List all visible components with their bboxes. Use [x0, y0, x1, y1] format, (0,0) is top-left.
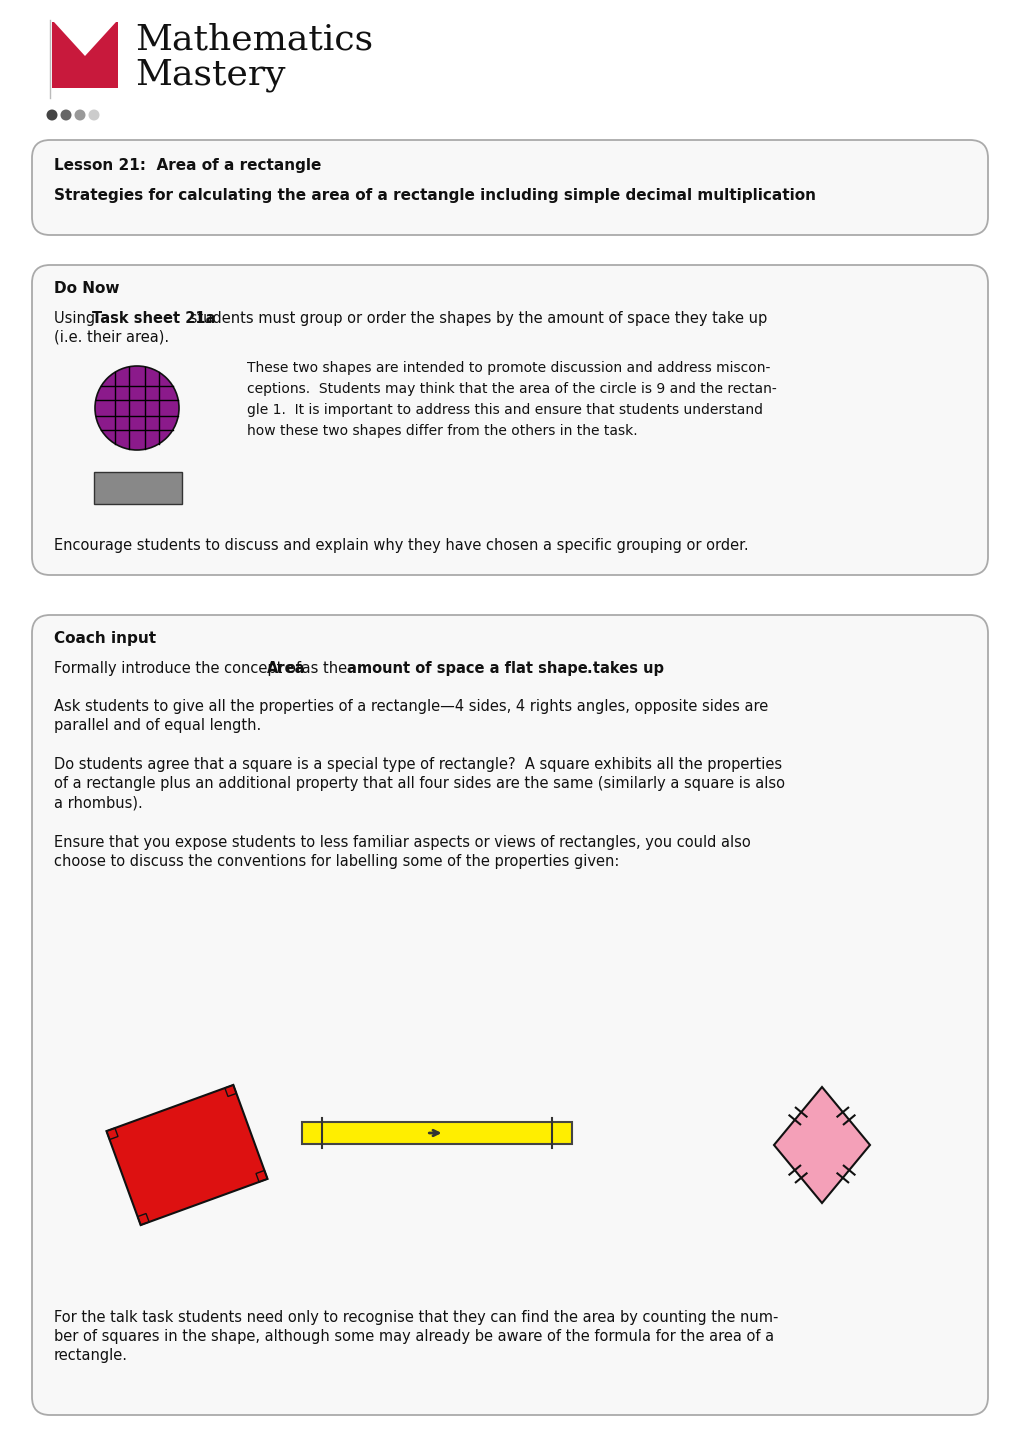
FancyBboxPatch shape: [32, 140, 987, 235]
Text: ber of squares in the shape, although some may already be aware of the formula f: ber of squares in the shape, although so…: [54, 1330, 773, 1344]
Circle shape: [47, 110, 57, 121]
Text: amount of space a flat shape takes up: amount of space a flat shape takes up: [346, 660, 663, 676]
Text: Coach input: Coach input: [54, 632, 156, 646]
Bar: [52, 22, 118, 88]
Bar: [302, 1122, 572, 1144]
Text: For the talk task students need only to recognise that they can find the area by: For the talk task students need only to …: [54, 1309, 777, 1325]
Polygon shape: [54, 22, 116, 56]
Circle shape: [95, 366, 178, 450]
Text: Ensure that you expose students to less familiar aspects or views of rectangles,: Ensure that you expose students to less …: [54, 835, 750, 849]
FancyBboxPatch shape: [32, 265, 987, 575]
Bar: [96, 22, 118, 88]
Text: a rhombus).: a rhombus).: [54, 795, 143, 810]
Polygon shape: [106, 1084, 267, 1226]
Text: parallel and of equal length.: parallel and of equal length.: [54, 718, 261, 733]
Bar: [94, 472, 181, 505]
Circle shape: [74, 110, 86, 121]
Text: Ask students to give all the properties of a rectangle—4 sides, 4 rights angles,: Ask students to give all the properties …: [54, 699, 767, 714]
Text: as the: as the: [297, 660, 352, 676]
Text: Task sheet 21a: Task sheet 21a: [92, 311, 215, 326]
Text: Formally introduce the concept of: Formally introduce the concept of: [54, 660, 306, 676]
Circle shape: [60, 110, 71, 121]
Text: students must group or order the shapes by the amount of space they take up: students must group or order the shapes …: [184, 311, 766, 326]
Text: Strategies for calculating the area of a rectangle including simple decimal mult: Strategies for calculating the area of a…: [54, 187, 815, 203]
Text: (i.e. their area).: (i.e. their area).: [54, 330, 169, 345]
Text: of a rectangle plus an additional property that all four sides are the same (sim: of a rectangle plus an additional proper…: [54, 776, 785, 792]
Text: Area: Area: [267, 660, 306, 676]
Text: Mathematics: Mathematics: [135, 23, 373, 58]
Text: Lesson 21:  Area of a rectangle: Lesson 21: Area of a rectangle: [54, 159, 321, 173]
Text: Using: Using: [54, 311, 100, 326]
Text: Do Now: Do Now: [54, 281, 119, 296]
Text: rectangle.: rectangle.: [54, 1348, 127, 1363]
FancyBboxPatch shape: [32, 614, 987, 1415]
Text: Encourage students to discuss and explain why they have chosen a specific groupi: Encourage students to discuss and explai…: [54, 538, 748, 552]
Text: .: .: [586, 660, 592, 676]
Text: Do students agree that a square is a special type of rectangle?  A square exhibi: Do students agree that a square is a spe…: [54, 757, 782, 771]
Text: choose to discuss the conventions for labelling some of the properties given:: choose to discuss the conventions for la…: [54, 854, 619, 870]
Polygon shape: [773, 1087, 869, 1203]
Polygon shape: [76, 22, 96, 36]
Text: These two shapes are intended to promote discussion and address miscon-
ceptions: These two shapes are intended to promote…: [247, 360, 776, 438]
Circle shape: [89, 110, 100, 121]
Text: Mastery: Mastery: [135, 58, 285, 92]
Bar: [52, 22, 74, 88]
